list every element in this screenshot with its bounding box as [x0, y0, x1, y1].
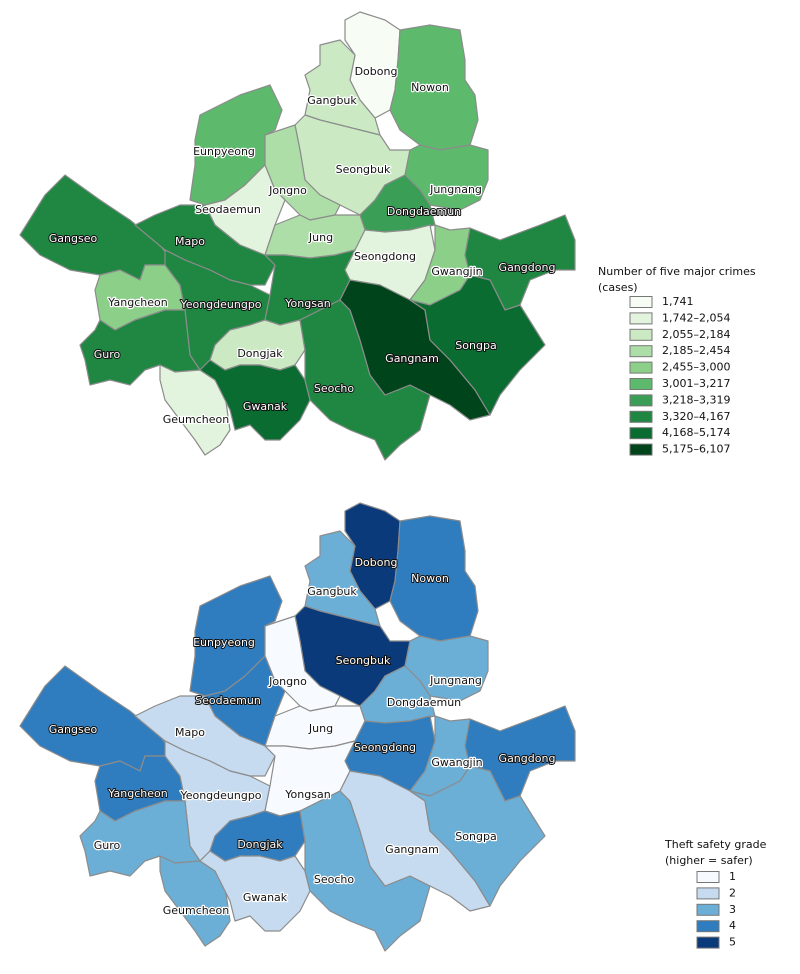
district-label: Yeongdeungpo [179, 789, 261, 802]
district [339, 770, 491, 912]
district [404, 144, 489, 211]
legend-swatch [696, 903, 720, 916]
district [409, 274, 546, 416]
district [404, 635, 489, 702]
legend-swatch [696, 936, 720, 949]
district-label: Gangnam [385, 843, 439, 856]
legend-swatch [696, 887, 720, 900]
legend-swatch [629, 312, 653, 325]
district-label: Gangbuk [307, 94, 357, 107]
district-label: Seodaemun [195, 203, 261, 216]
district-label: Jongno [268, 675, 307, 688]
district-label: Gwanak [243, 400, 288, 413]
legend-label: 3,001–3,217 [662, 377, 730, 390]
district-label: Geumcheon [163, 904, 229, 917]
district-label: Songpa [455, 830, 496, 843]
legend-label: 2 [729, 886, 736, 899]
district-label: Guro [94, 839, 121, 852]
legend-label: 2,055–2,184 [662, 328, 730, 341]
district-label: Gwanak [243, 891, 288, 904]
district-label: Dongjak [237, 838, 283, 851]
legend: Number of five major crimes (cases) 1,741 1… [598, 265, 756, 456]
legend-label: 2,455–3,000 [662, 361, 730, 374]
legend-label: 4 [729, 919, 736, 932]
legend-label: 4,168–5,174 [662, 426, 730, 439]
legend: Theft safety grade (higher = safer) 1 2 3 4 5 [664, 838, 767, 949]
choropleth-map: Dobong Nowon Gangbuk Seongbuk Jungnang Dongda… [19, 11, 576, 461]
district-label: Seocho [314, 873, 354, 886]
district-label: Jongno [268, 184, 307, 197]
legend-swatch [696, 871, 720, 883]
district-label: Gwangjin [431, 756, 482, 769]
district-label: Yongsan [284, 788, 330, 801]
legend-label: 5,175–6,107 [662, 443, 730, 456]
legend-label: 1,742–2,054 [662, 311, 730, 324]
district-label: Gangdong [499, 752, 556, 765]
district [199, 359, 311, 441]
district-label: Gangnam [385, 352, 439, 365]
district [409, 765, 546, 907]
legend-swatch [629, 328, 653, 341]
district-label: Seongbuk [336, 654, 391, 667]
legend-label: 3,320–4,167 [662, 410, 730, 423]
legend-title: (higher = safer) [665, 854, 753, 867]
district-label: Dobong [355, 556, 398, 569]
district [199, 850, 311, 932]
district-label: Mapo [175, 235, 205, 248]
district-label: Dongdaemun [387, 205, 461, 218]
legend-swatch [629, 361, 653, 374]
legend-swatch [629, 443, 653, 456]
district-label: Songpa [455, 339, 496, 352]
district-label: Yongsan [284, 297, 330, 310]
district [339, 279, 491, 421]
legend-label: 5 [729, 936, 736, 949]
district-label: Yangcheon [107, 296, 167, 309]
legend-label: 3 [729, 903, 736, 916]
district-label: Seongdong [354, 741, 416, 754]
district-label: Jung [308, 722, 333, 735]
district-label: Seongdong [354, 250, 416, 263]
district-label: Gangdong [499, 261, 556, 274]
legend-label: 3,218–3,319 [662, 393, 730, 406]
district-label: Seocho [314, 382, 354, 395]
district-label: Gangbuk [307, 585, 357, 598]
choropleth-map: Dobong Nowon Gangbuk Seongbuk Jungnang Dongda… [19, 502, 576, 952]
legend-swatch [629, 345, 653, 358]
legend-swatch [629, 296, 653, 308]
legend-title: Theft safety grade [664, 838, 767, 851]
legend-swatch [629, 427, 653, 440]
district-label: Dongdaemun [387, 696, 461, 709]
district-label: Seodaemun [195, 694, 261, 707]
legend-label: 2,185–2,454 [662, 344, 730, 357]
legend-swatch [629, 410, 653, 423]
district-label: Geumcheon [163, 413, 229, 426]
legend-swatch [629, 378, 653, 390]
district-label: Dongjak [237, 347, 283, 360]
district-label: Yangcheon [107, 787, 167, 800]
district-label: Gwangjin [431, 265, 482, 278]
district-label: Yeongdeungpo [179, 298, 261, 311]
legend-title: Number of five major crimes [598, 265, 756, 278]
district-label: Nowon [411, 81, 449, 94]
district-label: Eunpyeong [193, 145, 255, 158]
district-label: Jungnang [429, 674, 482, 687]
district-label: Jungnang [429, 183, 482, 196]
district-label: Dobong [355, 65, 398, 78]
district-label: Guro [94, 348, 121, 361]
district-label: Seongbuk [336, 163, 391, 176]
district-label: Gangseo [49, 232, 98, 245]
legend-swatch [629, 394, 653, 407]
district-label: Gangseo [49, 723, 98, 736]
district-label: Nowon [411, 572, 449, 585]
district-label: Eunpyeong [193, 636, 255, 649]
legend-swatch [696, 920, 720, 933]
district-label: Mapo [175, 726, 205, 739]
legend-title: (cases) [598, 281, 638, 294]
district-label: Jung [308, 231, 333, 244]
legend-label: 1 [729, 870, 736, 883]
legend-label: 1,741 [662, 295, 694, 308]
